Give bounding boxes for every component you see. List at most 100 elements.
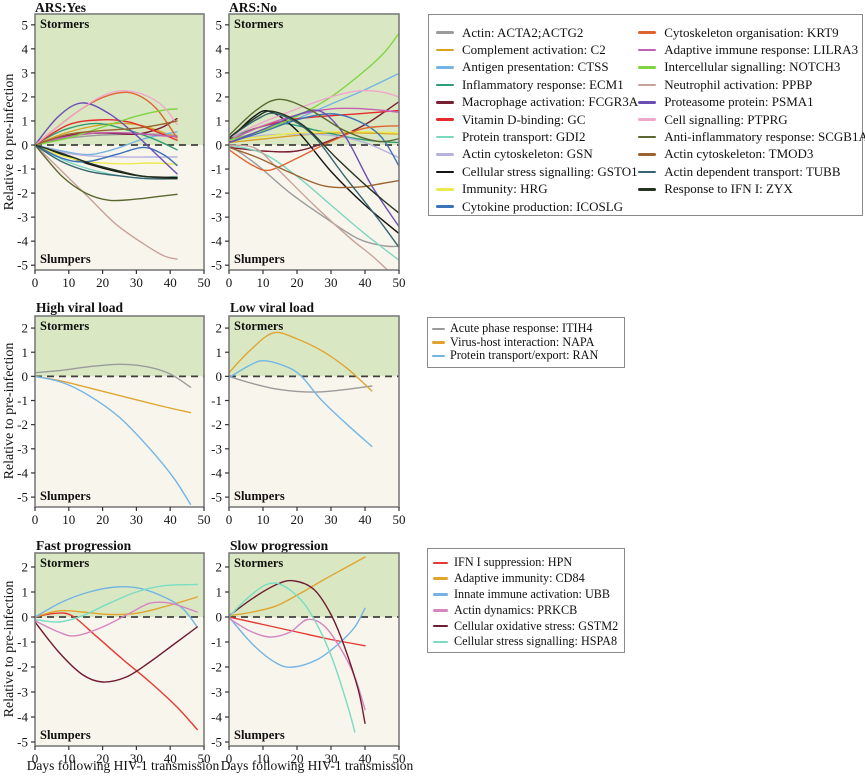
- panel-title-ars-yes: ARS:Yes: [35, 0, 87, 15]
- legend-item-label: Response to IFN I: ZYX: [664, 181, 793, 197]
- series-line-ppbp: [35, 144, 178, 260]
- panel-title-high-vl: High viral load: [36, 300, 124, 315]
- legend-column: Cytoskeleton organisation: KRT9 Adaptive …: [638, 24, 865, 198]
- y-tick-label: 2: [22, 89, 29, 104]
- legend-item-label: Actin dependent transport: TUBB: [664, 163, 841, 179]
- y-tick-label: -1: [211, 635, 222, 650]
- legend-item: Adaptive immunity: CD84: [433, 571, 618, 587]
- y-tick-label: 4: [22, 41, 29, 56]
- legend-item-label: Adaptive immunity: CD84: [454, 571, 585, 586]
- legend-line-swatch: [436, 31, 454, 34]
- series-line-gstm2: [229, 579, 366, 724]
- legend-item-label: Neutrophil activation: PPBP: [664, 76, 813, 92]
- x-tick-label: 40: [359, 512, 372, 527]
- series-line-ran: [229, 359, 373, 448]
- y-tick-label: 1: [216, 585, 223, 600]
- stormers-label: Stormers: [234, 17, 283, 31]
- legend-line-swatch: [433, 624, 448, 628]
- x-tick-label: 50: [198, 751, 211, 766]
- legend-item: Proteasome protein: PSMA1: [638, 94, 865, 111]
- y-tick-label: -2: [211, 417, 222, 432]
- x-tick-label: 40: [164, 512, 177, 527]
- legend-item: Cellular stress signalling: GSTO1: [436, 163, 638, 180]
- x-tick-label: 0: [32, 751, 39, 766]
- slumpers-label: Slumpers: [40, 252, 91, 266]
- stormers-label: Stormers: [40, 319, 89, 333]
- series-line-acta2;actg2: [229, 144, 399, 248]
- legend-item-label: Macrophage activation: FCGR3A: [462, 94, 639, 110]
- legend-line-swatch: [638, 31, 657, 34]
- legend-line-swatch: [436, 170, 454, 174]
- legend-line-swatch: [638, 135, 657, 139]
- legend-column: IFN I suppression: HPN Adaptive immunity:…: [433, 555, 618, 650]
- legend-item-label: Actin cytoskeleton: GSN: [462, 146, 593, 162]
- x-tick-label: 20: [96, 751, 109, 766]
- legend-item: Virus-host interaction: NAPA: [432, 334, 598, 350]
- legend-viral-load: Acute phase response: ITIH4 Virus-host in…: [427, 317, 625, 368]
- x-tick-label: 20: [96, 275, 109, 290]
- x-tick-label: 0: [32, 275, 39, 290]
- series-line-scgb1a1: [35, 144, 178, 202]
- y-tick-label: -2: [211, 660, 222, 675]
- slumpers-zone: [229, 617, 399, 746]
- series-line-ubb: [35, 585, 198, 628]
- series-line-tubb: [35, 144, 178, 180]
- panel-title-fast: Fast progression: [36, 538, 132, 553]
- slumpers-zone: [35, 145, 204, 270]
- legend-item: IFN I suppression: HPN: [433, 555, 618, 571]
- legend-item: Adaptive immune response: LILRA3: [638, 41, 865, 58]
- x-tick-label: 30: [130, 275, 143, 290]
- series-line-ecm1: [35, 122, 178, 151]
- legend-item: Cytoskeleton organisation: KRT9: [638, 24, 865, 41]
- series-line-gsto1: [229, 109, 399, 235]
- series-line-gsn: [35, 144, 178, 158]
- y-tick-label: 5: [216, 17, 223, 32]
- y-tick-label: -5: [211, 490, 222, 505]
- y-tick-label: 0: [216, 610, 223, 625]
- y-tick-label: -1: [17, 393, 28, 408]
- x-tick-label: 0: [226, 751, 233, 766]
- stormers-zone: [229, 14, 399, 146]
- y-tick-label: 2: [216, 89, 223, 104]
- series-line-napa: [35, 375, 192, 414]
- legend-item: Macrophage activation: FCGR3A: [436, 94, 638, 111]
- legend-gene-modules: Actin: ACTA2;ACTG2 Complement activation:…: [428, 14, 865, 216]
- series-line-fcgr3a: [35, 117, 178, 146]
- y-tick-label: -4: [211, 466, 222, 481]
- y-tick-label: -5: [17, 258, 28, 273]
- legend-item-label: Acute phase response: ITIH4: [450, 321, 593, 336]
- legend-item: Cell signalling: PTPRG: [638, 111, 865, 128]
- series-line-cd84: [229, 556, 366, 617]
- legend-item-label: Cellular stress signalling: HSPA8: [454, 634, 618, 649]
- slumpers-label: Slumpers: [40, 489, 91, 503]
- x-tick-label: 40: [164, 275, 177, 290]
- series-line-ptprg: [229, 89, 399, 139]
- x-tick-label: 50: [198, 275, 211, 290]
- panel-title-ars-no: ARS:No: [229, 0, 278, 15]
- legend-item-label: Intercellular signalling: NOTCH3: [664, 59, 841, 75]
- panel-border: [34, 552, 205, 747]
- x-axis-label-left: Days following HIV-1 transmission: [26, 758, 220, 773]
- stormers-label: Stormers: [40, 556, 89, 570]
- panel-title-low-vl: Low viral load: [230, 300, 315, 315]
- x-axis-label-right: Days following HIV-1 transmission: [220, 758, 414, 773]
- y-tick-label: 0: [22, 138, 29, 153]
- legend-item: Inflammatory response: ECM1: [436, 76, 638, 93]
- stormers-label: Stormers: [234, 556, 283, 570]
- series-line-prkcb: [35, 601, 198, 637]
- series-line-ptprg: [35, 90, 178, 146]
- series-line-ubb: [229, 607, 366, 668]
- y-tick-label: -2: [17, 186, 28, 201]
- legend-item-label: Actin: ACTA2;ACTG2: [462, 24, 584, 40]
- x-tick-label: 10: [257, 512, 270, 527]
- y-tick-label: -2: [211, 186, 222, 201]
- legend-item-label: Vitamin D-binding: GC: [462, 111, 586, 127]
- panel-border: [34, 315, 205, 508]
- legend-line-swatch: [436, 66, 454, 69]
- y-tick-label: 0: [22, 369, 29, 384]
- x-tick-label: 10: [257, 751, 270, 766]
- legend-item-label: Virus-host interaction: NAPA: [450, 334, 595, 349]
- panel-border: [228, 13, 400, 271]
